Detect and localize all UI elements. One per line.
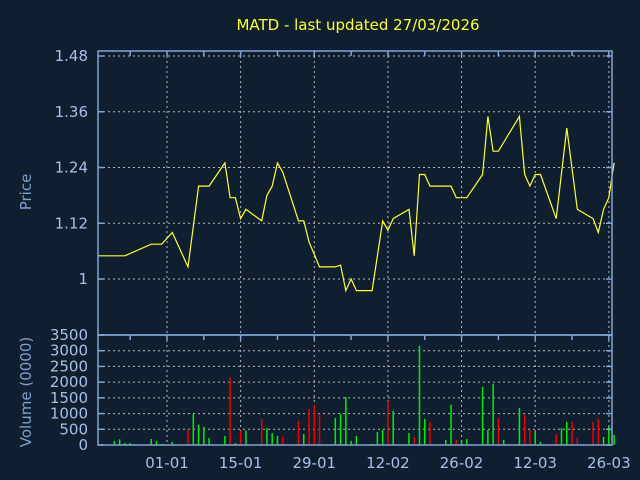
price-axis-label: Price [17,174,35,211]
tick-labels: 1 1.12 1.24 1.36 1.48 05001000150020002500300… [50,47,631,472]
axes [97,50,613,446]
price-tick-label: 1.36 [55,103,88,121]
volume-axis-label: Volume (0000) [17,337,35,447]
price-line-group [98,114,615,293]
date-tick-label: 26-02 [440,454,484,472]
volume-tick-label: 1500 [50,389,88,407]
date-tick-label: 12-03 [513,454,557,472]
volume-tick-label: 500 [59,420,88,438]
price-tick-label: 1.12 [55,214,88,232]
date-tick-label: 01-01 [145,454,189,472]
price-tick-label: 1.48 [55,47,88,65]
chart-title: MATD - last updated 27/03/2026 [236,16,479,34]
date-tick-label: 12-02 [366,454,410,472]
price-tick-label: 1 [78,270,88,288]
volume-bars [113,345,615,445]
volume-tick-label: 2000 [50,373,88,391]
price-tick-label: 1.24 [55,159,88,177]
volume-tick-label: 3500 [50,326,88,344]
volume-plot-frame [97,334,613,446]
price-line [98,114,615,293]
volume-tick-label: 1000 [50,405,88,423]
volume-tick-label: 2500 [50,357,88,375]
volume-tick-label: 3000 [50,342,88,360]
date-tick-label: 15-01 [219,454,263,472]
volume-tick-label: 0 [78,436,88,454]
gridlines [98,51,612,445]
date-tick-label: 26-03 [587,454,631,472]
date-tick-label: 29-01 [292,454,336,472]
